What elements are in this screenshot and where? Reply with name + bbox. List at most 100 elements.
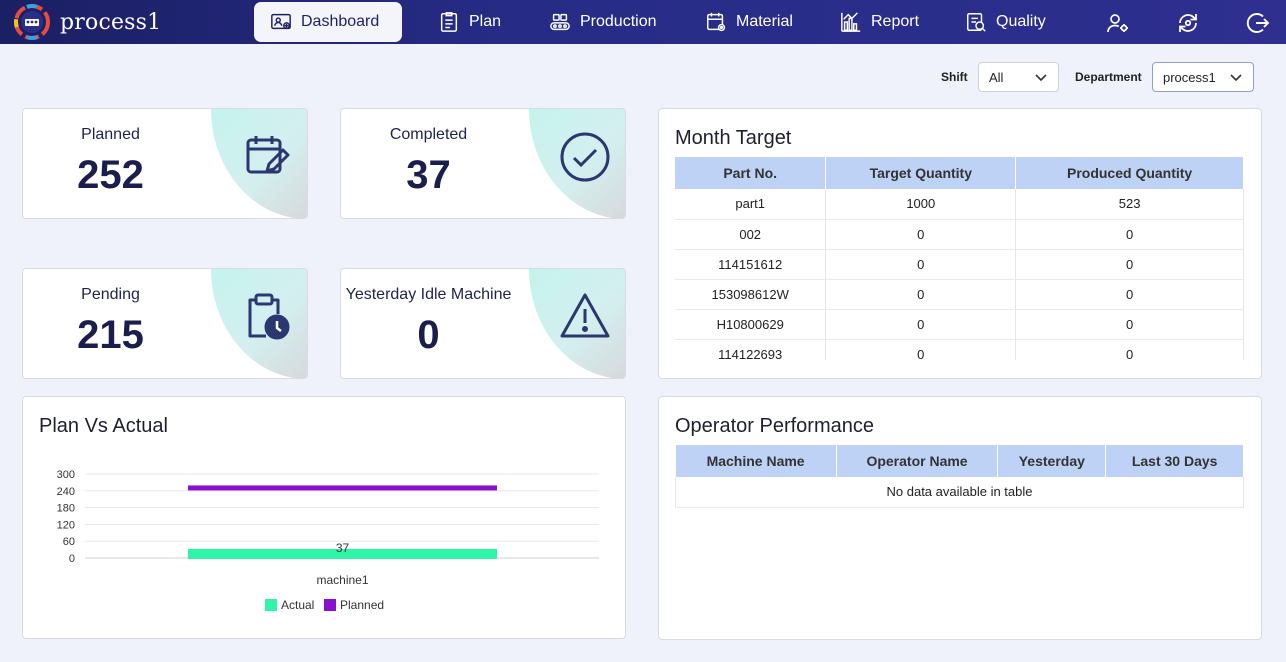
stat-card-idle-machine: Yesterday Idle Machine 0 — [340, 268, 626, 379]
table-row: 114151612 0 0 — [675, 249, 1244, 280]
cell-target-quantity: 0 — [825, 279, 1017, 310]
cell-target-quantity: 0 — [825, 339, 1017, 360]
nav-quality[interactable]: Quality — [965, 2, 1046, 42]
y-tick-label: 240 — [57, 486, 75, 498]
cell-part-no: 153098612W — [675, 279, 827, 310]
x-tick-label: machine1 — [316, 573, 368, 587]
nav-dashboard[interactable]: Dashboard — [254, 2, 402, 42]
dashboard-icon — [271, 13, 291, 30]
empty-table-message: No data available in table — [675, 477, 1244, 508]
cell-produced-quantity: 0 — [1015, 219, 1244, 250]
cell-target-quantity: 0 — [825, 249, 1017, 280]
cell-target-quantity: 1000 — [825, 189, 1017, 220]
cell-part-no: part1 — [675, 189, 827, 220]
column-header-machine-name[interactable]: Machine Name — [675, 445, 837, 477]
department-value: process1 — [1163, 69, 1216, 85]
nav-plan[interactable]: Plan — [438, 2, 501, 42]
logout-icon[interactable] — [1246, 11, 1270, 35]
column-header-part-no[interactable]: Part No. — [675, 157, 827, 189]
column-header-produced-quantity[interactable]: Produced Quantity — [1015, 157, 1244, 189]
stat-card-completed: Completed 37 — [340, 108, 626, 219]
column-header-operator-name[interactable]: Operator Name — [836, 445, 999, 477]
nav-plan-label: Plan — [469, 13, 502, 30]
cell-target-quantity: 0 — [825, 219, 1017, 250]
shift-value: All — [989, 69, 1004, 85]
refresh-icon[interactable] — [1176, 11, 1200, 35]
bar-chart-icon — [841, 12, 861, 32]
table-row: 002 0 0 — [675, 219, 1244, 250]
clipboard-icon — [440, 12, 458, 32]
clipboard-clock-icon — [248, 293, 290, 340]
stat-label: Completed — [389, 126, 468, 143]
cell-produced-quantity: 0 — [1015, 249, 1244, 280]
warning-icon — [560, 293, 610, 338]
nav-report[interactable]: Report — [840, 2, 919, 42]
top-navbar: process1 Dashboard Plan Production — [0, 0, 1286, 44]
stat-value: 0 — [417, 313, 440, 357]
y-tick-label: 60 — [63, 536, 75, 548]
plan-vs-actual-panel: Plan Vs Actual 300 240 180 120 60 0 37 machine1… — [22, 396, 626, 639]
cell-part-no: 114122693 — [675, 339, 827, 360]
y-tick-label: 300 — [57, 469, 75, 481]
y-tick-label: 0 — [69, 553, 75, 565]
stat-label: Planned — [81, 126, 140, 143]
table-row: H10800629 0 0 — [675, 309, 1244, 340]
cell-produced-quantity: 0 — [1015, 339, 1244, 360]
department-select[interactable]: process1 — [1152, 62, 1254, 92]
month-target-table: Part No. Target Quantity Produced Quanti… — [675, 157, 1244, 360]
calendar-edit-icon — [246, 136, 290, 174]
cell-target-quantity: 0 — [825, 309, 1017, 340]
table-row: 153098612W 0 0 — [675, 279, 1244, 310]
legend-label-planned: Planned — [340, 598, 384, 612]
stat-card-planned: Planned 252 — [22, 108, 308, 219]
stat-label: Pending — [81, 286, 140, 303]
bar-data-label: 37 — [336, 541, 350, 555]
operator-performance-table: Machine Name Operator Name Yesterday Las… — [675, 445, 1244, 508]
bar-planned — [188, 485, 497, 491]
table-row: 114122693 0 0 — [675, 339, 1244, 360]
nav-report-label: Report — [871, 13, 920, 30]
nav-material[interactable]: Material — [705, 2, 793, 42]
shift-label: Shift — [941, 70, 968, 84]
stat-card-pending: Pending 215 — [22, 268, 308, 379]
nav-production[interactable]: Production — [549, 2, 657, 42]
cell-part-no: H10800629 — [675, 309, 827, 340]
legend-swatch-actual — [265, 599, 277, 611]
conveyor-icon — [550, 13, 570, 31]
legend-swatch-planned — [324, 599, 336, 611]
month-target-title: Month Target — [675, 127, 792, 149]
nav-dashboard-label: Dashboard — [301, 13, 380, 30]
stat-value: 215 — [77, 313, 144, 357]
plan-vs-actual-title: Plan Vs Actual — [39, 415, 168, 437]
y-tick-label: 120 — [57, 519, 75, 531]
column-header-last-30-days[interactable]: Last 30 Days — [1105, 445, 1244, 477]
operator-performance-panel: Operator Performance Machine Name Operat… — [658, 396, 1262, 640]
y-tick-label: 180 — [57, 503, 75, 515]
stat-value: 37 — [406, 153, 451, 197]
table-row: No data available in table — [675, 477, 1244, 508]
check-circle-icon — [560, 132, 610, 182]
cell-produced-quantity: 0 — [1015, 279, 1244, 310]
operator-performance-title: Operator Performance — [675, 415, 874, 437]
column-header-target-quantity[interactable]: Target Quantity — [825, 157, 1017, 189]
legend-label-actual: Actual — [281, 598, 314, 612]
month-target-panel: Month Target Part No. Target Quantity Pr… — [658, 108, 1262, 379]
stat-label: Yesterday Idle Machine — [345, 286, 512, 303]
cell-produced-quantity: 0 — [1015, 309, 1244, 340]
department-label: Department — [1075, 70, 1142, 84]
user-settings-icon[interactable] — [1106, 11, 1130, 35]
month-target-scroll[interactable]: Part No. Target Quantity Produced Quanti… — [675, 157, 1245, 360]
cell-produced-quantity: 523 — [1015, 189, 1244, 220]
chevron-down-icon — [1230, 74, 1242, 82]
cell-part-no: 002 — [675, 219, 827, 250]
column-header-yesterday[interactable]: Yesterday — [997, 445, 1107, 477]
chevron-down-icon — [1035, 74, 1047, 82]
operator-performance-table-wrap: Machine Name Operator Name Yesterday Las… — [675, 445, 1245, 508]
stat-value: 252 — [77, 153, 144, 197]
table-row: part1 1000 523 — [675, 189, 1244, 220]
shift-select[interactable]: All — [978, 62, 1059, 92]
brand[interactable]: process1 — [14, 4, 161, 40]
bar-actual — [188, 549, 497, 559]
brand-logo-icon — [14, 4, 50, 40]
